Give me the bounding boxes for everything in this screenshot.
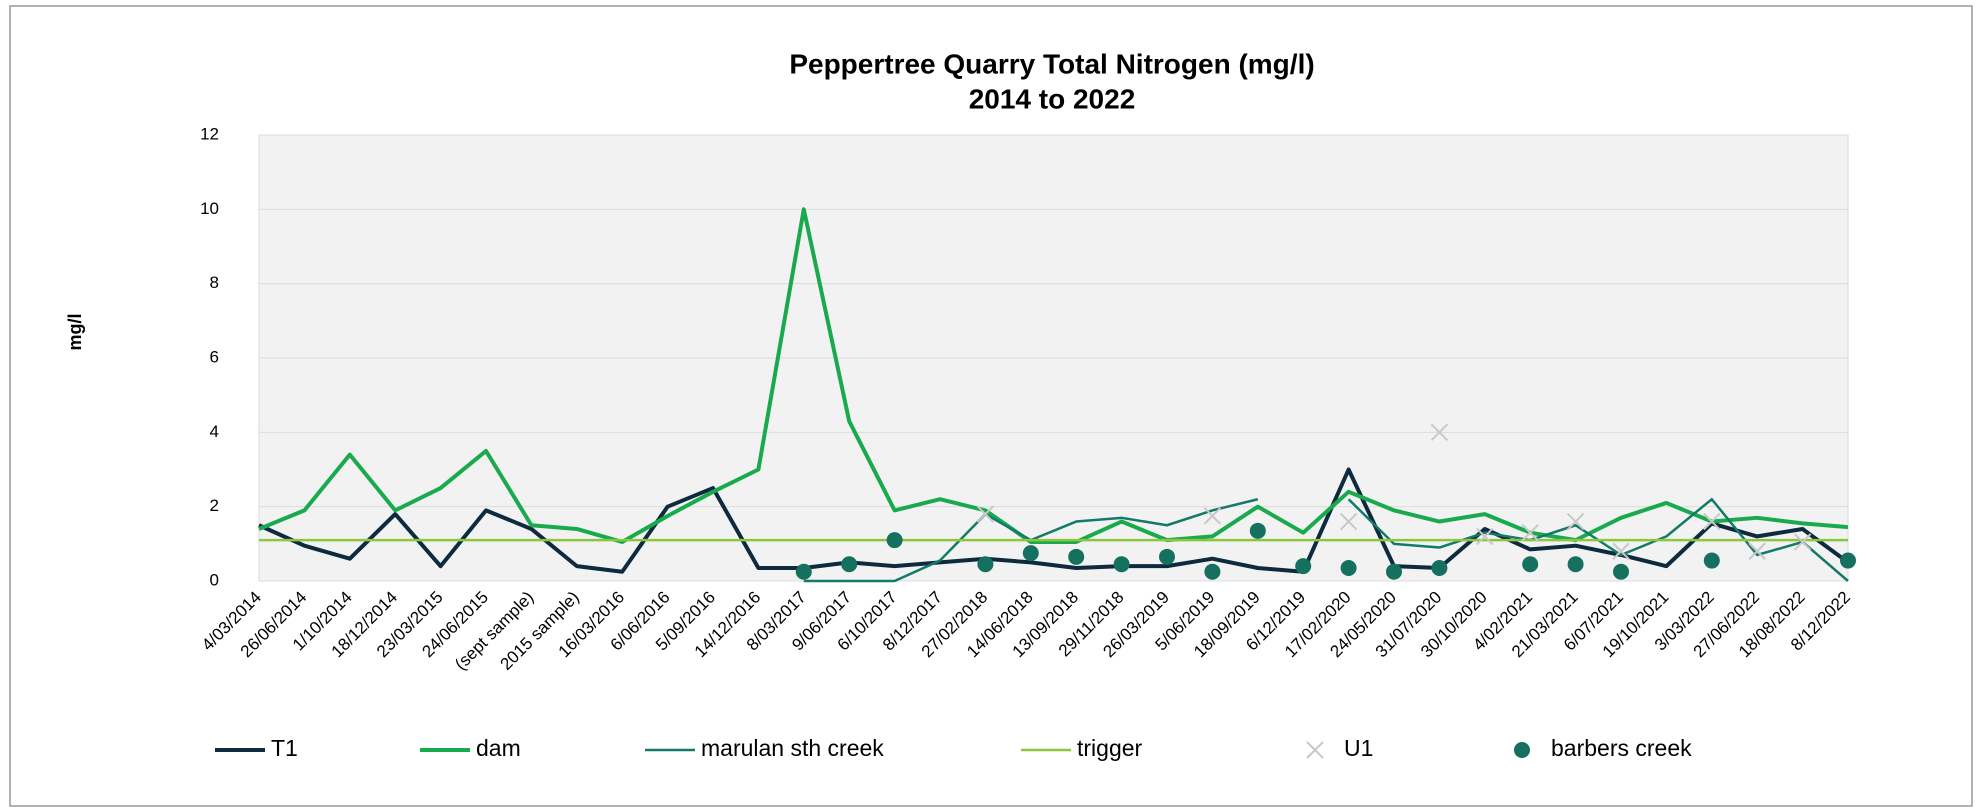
y-tick-label: 2 [210, 496, 219, 515]
y-tick-label: 6 [210, 347, 219, 366]
legend-label: barbers creek [1551, 735, 1692, 761]
marker-x [1430, 423, 1449, 442]
marker-x [1521, 523, 1539, 542]
legend-swatch [1306, 741, 1324, 759]
y-tick-label: 8 [210, 273, 219, 292]
marker-dot [1567, 556, 1584, 573]
marker-dot [1068, 548, 1085, 565]
chart-subtitle: 2014 to 2022 [969, 83, 1136, 114]
marker-dot [977, 556, 994, 573]
marker-dot [1159, 548, 1175, 565]
marker-dot [1386, 563, 1402, 580]
marker-dot [1340, 559, 1357, 576]
marker-dot [1522, 556, 1539, 573]
marker-dot [1249, 522, 1266, 539]
marker-dot [1204, 563, 1221, 580]
marker-dot [1703, 552, 1720, 569]
marker-dot [841, 556, 858, 573]
legend-label: U1 [1344, 735, 1373, 761]
legend-label: dam [476, 735, 521, 761]
y-tick-label: 0 [210, 570, 219, 589]
series-line [258, 207, 1849, 544]
y-tick-label: 4 [210, 422, 219, 441]
marker-dot [1613, 563, 1629, 580]
marker-dot [1431, 559, 1448, 576]
y-tick-label: 10 [200, 199, 219, 218]
marker-x [1793, 533, 1812, 551]
y-tick-label: 12 [200, 124, 219, 143]
marker-x [1566, 512, 1585, 531]
marker-dot [1840, 552, 1856, 569]
legend-label: T1 [271, 735, 298, 761]
y-axis-label: mg/l [65, 313, 85, 350]
marker-x [1476, 527, 1494, 546]
series-line [258, 467, 1850, 574]
legend-label: marulan sth creek [701, 735, 884, 761]
marker-x [1703, 512, 1721, 531]
marker-x [976, 505, 995, 523]
marker-x [1339, 512, 1358, 531]
marker-dot [795, 563, 812, 580]
marker-x [1612, 542, 1630, 560]
marker-dot [1113, 556, 1130, 573]
marker-dot [1022, 545, 1039, 562]
legend-label: trigger [1077, 735, 1143, 761]
chart-title: Peppertree Quarry Total Nitrogen (mg/l) [789, 48, 1314, 79]
legend-swatch [1514, 742, 1530, 758]
marker-x [1748, 542, 1766, 560]
marker-x [1203, 507, 1222, 525]
marker-dot [1295, 558, 1312, 575]
marker-dot [886, 532, 903, 549]
